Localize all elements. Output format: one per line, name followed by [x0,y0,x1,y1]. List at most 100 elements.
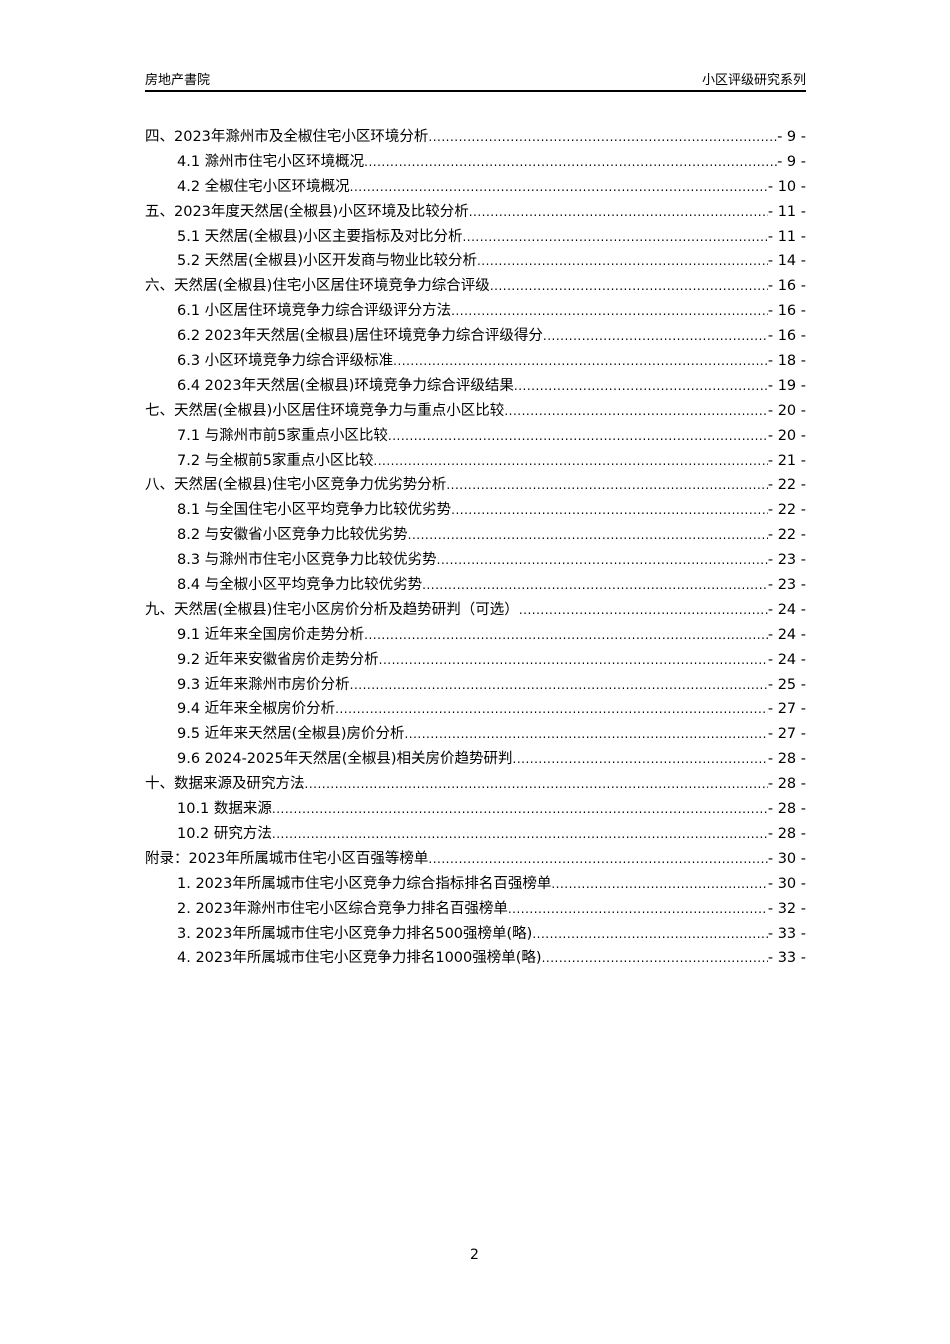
toc-entry[interactable]: 1. 2023年所属城市住宅小区竞争力综合指标排名百强榜单 - 30 - [145,873,806,898]
toc-entry-page: - 22 - [767,477,806,494]
toc-entry[interactable]: 9.2 近年来安徽省房价走势分析 - 24 - [145,649,806,674]
toc-entry-page: - 28 - [767,801,806,818]
toc-entry[interactable]: 3. 2023年所属城市住宅小区竞争力排名500强榜单(略) - 33 - [145,923,806,948]
toc-entry[interactable]: 八、天然居(全椒县)住宅小区竞争力优劣势分析 - 22 - [145,474,806,499]
toc-entry-title: 八、天然居(全椒县)住宅小区竞争力优劣势分析 [145,477,447,494]
dot-leader [393,350,768,372]
toc-entry-title: 附录：2023年所属城市住宅小区百强等榜单 [145,850,429,867]
dot-leader [364,624,768,646]
page-number: 2 [470,1247,479,1263]
dot-leader [422,574,768,596]
toc-entry-page: - 16 - [767,328,806,345]
dot-leader [373,450,767,472]
toc-entry[interactable]: 7.1 与滁州市前5家重点小区比较 - 20 - [145,425,806,450]
toc-entry-page: - 19 - [767,377,806,394]
toc-entry-title: 7.1 与滁州市前5家重点小区比较 [177,427,388,444]
toc-entry-page: - 30 - [767,875,806,892]
toc-entry-title: 8.3 与滁州市住宅小区竞争力比较优劣势 [177,552,437,569]
toc-entry-page: - 25 - [767,676,806,693]
toc-entry-title: 6.1 小区居住环境竞争力综合评级评分方法 [177,303,452,320]
toc-entry[interactable]: 4. 2023年所属城市住宅小区竞争力排名1000强榜单(略) - 33 - [145,947,806,972]
toc-entry[interactable]: 七、天然居(全椒县)小区居住环境竞争力与重点小区比较 - 20 - [145,400,806,425]
toc-entry[interactable]: 9.3 近年来滁州市房价分析 - 25 - [145,674,806,699]
dot-leader [404,723,767,745]
dot-leader [519,599,768,621]
toc-entry-title: 5.2 天然居(全椒县)小区开发商与物业比较分析 [177,253,477,270]
dot-leader [551,873,768,895]
toc-entry[interactable]: 8.1 与全国住宅小区平均竞争力比较优劣势 - 22 - [145,499,806,524]
toc-entry-page: - 11 - [767,203,806,220]
toc-entry-title: 五、2023年度天然居(全椒县)小区环境及比较分析 [145,203,469,220]
toc-entry-page: - 28 - [767,825,806,842]
toc-entry[interactable]: 6.2 2023年天然居(全椒县)居住环境竞争力综合评级得分 - 16 - [145,325,806,350]
toc-entry-title: 9.6 2024-2025年天然居(全椒县)相关房价趋势研判 [177,751,513,768]
dot-leader [462,226,767,248]
toc-entry-page: - 10 - [767,178,806,195]
toc-entry-page: - 11 - [767,228,806,245]
toc-entry-title: 六、天然居(全椒县)住宅小区居住环境竞争力综合评级 [145,278,490,295]
toc-entry-page: - 16 - [767,303,806,320]
toc-entry[interactable]: 8.2 与安徽省小区竞争力比较优劣势 - 22 - [145,524,806,549]
toc-entry[interactable]: 五、2023年度天然居(全椒县)小区环境及比较分析 - 11 - [145,201,806,226]
toc-entry-title: 七、天然居(全椒县)小区居住环境竞争力与重点小区比较 [145,402,505,419]
toc-entry[interactable]: 6.4 2023年天然居(全椒县)环境竞争力综合评级结果 - 19 - [145,375,806,400]
toc-entry-title: 9.4 近年来全椒房价分析 [177,701,336,718]
toc-entry[interactable]: 7.2 与全椒前5家重点小区比较 - 21 - [145,450,806,475]
toc-entry[interactable]: 9.4 近年来全椒房价分析 - 27 - [145,698,806,723]
toc-entry-title: 1. 2023年所属城市住宅小区竞争力综合指标排名百强榜单 [177,875,552,892]
dot-leader [350,176,768,198]
toc-entry-title: 九、天然居(全椒县)住宅小区房价分析及趋势研判（可选） [145,601,519,618]
toc-entry-page: - 28 - [767,751,806,768]
dot-leader [428,848,767,870]
dot-leader [305,773,768,795]
toc-entry[interactable]: 4.1 滁州市住宅小区环境概况 - 9 - [145,151,806,176]
dot-leader [335,698,768,720]
toc-entry[interactable]: 6.1 小区居住环境竞争力综合评级评分方法 - 16 - [145,300,806,325]
dot-leader [469,201,768,223]
dot-leader [451,300,768,322]
dot-leader [451,499,768,521]
toc-entry[interactable]: 附录：2023年所属城市住宅小区百强等榜单 - 30 - [145,848,806,873]
dot-leader [504,400,768,422]
toc-entry-title: 9.3 近年来滁州市房价分析 [177,676,350,693]
toc-entry[interactable]: 十、数据来源及研究方法 - 28 - [145,773,806,798]
dot-leader [408,524,768,546]
toc-entry[interactable]: 4.2 全椒住宅小区环境概况 - 10 - [145,176,806,201]
toc-entry-page: - 23 - [767,577,806,594]
toc-entry[interactable]: 10.1 数据来源 - 28 - [145,798,806,823]
toc-entry[interactable]: 5.1 天然居(全椒县)小区主要指标及对比分析 - 11 - [145,226,806,251]
toc-entry[interactable]: 2. 2023年滁州市住宅小区综合竞争力排名百强榜单 - 32 - [145,898,806,923]
dot-leader [446,474,768,496]
dot-leader [272,823,768,845]
toc-entry-title: 3. 2023年所属城市住宅小区竞争力排名500强榜单(略) [177,925,533,942]
toc-entry[interactable]: 5.2 天然居(全椒县)小区开发商与物业比较分析 - 14 - [145,250,806,275]
dot-leader [532,923,768,945]
table-of-contents: 四、2023年滁州市及全椒住宅小区环境分析- 9 -4.1 滁州市住宅小区环境概… [145,126,806,972]
page-header: 房地产書院 小区评级研究系列 [145,66,806,92]
dot-leader [379,649,768,671]
toc-entry[interactable]: 六、天然居(全椒县)住宅小区居住环境竞争力综合评级 - 16 - [145,275,806,300]
dot-leader [272,798,768,820]
toc-entry[interactable]: 6.3 小区环境竞争力综合评级标准 - 18 - [145,350,806,375]
toc-entry[interactable]: 9.6 2024-2025年天然居(全椒县)相关房价趋势研判 - 28 - [145,748,806,773]
toc-entry-page: - 28 - [767,776,806,793]
toc-entry[interactable]: 四、2023年滁州市及全椒住宅小区环境分析 - 9 - [145,126,806,151]
toc-entry[interactable]: 8.3 与滁州市住宅小区竞争力比较优劣势 - 23 - [145,549,806,574]
toc-entry[interactable]: 10.2 研究方法 - 28 - [145,823,806,848]
toc-entry[interactable]: 9.1 近年来全国房价走势分析 - 24 - [145,624,806,649]
toc-entry-title: 4.2 全椒住宅小区环境概况 [177,178,350,195]
toc-entry-page: - 22 - [767,527,806,544]
toc-entry[interactable]: 九、天然居(全椒县)住宅小区房价分析及趋势研判（可选） - 24 - [145,599,806,624]
toc-entry-page: - 9 - [777,153,806,170]
toc-entry-title: 9.2 近年来安徽省房价走势分析 [177,651,379,668]
toc-entry-title: 9.5 近年来天然居(全椒县)房价分析 [177,726,405,743]
toc-entry[interactable]: 8.4 与全椒小区平均竞争力比较优劣势 - 23 - [145,574,806,599]
toc-entry-title: 7.2 与全椒前5家重点小区比较 [177,452,374,469]
toc-entry-title: 4.1 滁州市住宅小区环境概况 [177,153,365,170]
toc-entry-page: - 14 - [767,253,806,270]
toc-entry[interactable]: 9.5 近年来天然居(全椒县)房价分析 - 27 - [145,723,806,748]
toc-entry-page: - 27 - [767,701,806,718]
dot-leader [364,151,777,173]
dot-leader [437,549,768,571]
dot-leader [428,126,777,148]
